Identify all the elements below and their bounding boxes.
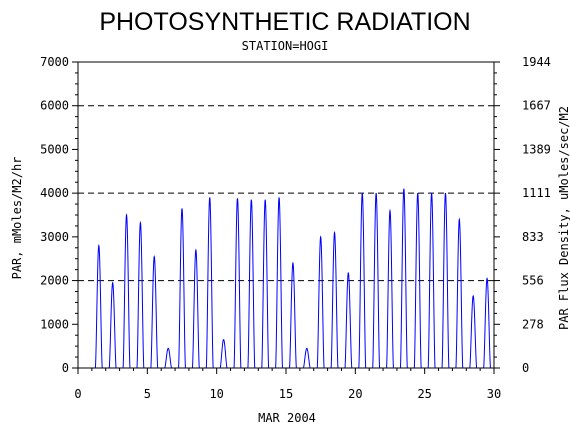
data-series [94,188,498,369]
x-tick-label: 0 [74,387,81,401]
y-tick-label-right: 1111 [522,186,551,200]
x-tick-label: 30 [487,387,501,401]
y-tick-label-right: 278 [522,317,544,331]
axis-ticks [72,61,500,374]
series-line [94,188,498,369]
x-tick-label: 25 [417,387,431,401]
y-tick-label-left: 0 [62,361,69,375]
y-tick-label-right: 0 [522,361,529,375]
y-tick-label-right: 1944 [522,55,551,69]
y-tick-label-left: 7000 [40,55,69,69]
y-axis-label-left: PAR, mMoles/M2/hr [10,157,24,280]
chart-subtitle: STATION=HOGI [242,39,329,53]
y-tick-label-left: 1000 [40,317,69,331]
axis-tick-labels: 0 1000 2000 3000 4000 5000 6000 7000 0 278 556 833 1… [40,55,551,401]
y-tick-label-left: 4000 [40,186,69,200]
y-tick-label-left: 6000 [40,99,69,113]
x-axis-label: MAR 2004 [258,411,316,425]
x-tick-label: 20 [348,387,362,401]
chart-title: PHOTOSYNTHETIC RADIATION [99,8,470,36]
y-tick-label-right: 1389 [522,142,551,156]
y-tick-label-right: 1667 [522,99,551,113]
x-tick-label: 15 [279,387,293,401]
y-tick-label-right: 556 [522,274,544,288]
y-tick-label-right: 833 [522,230,544,244]
y-tick-label-left: 5000 [40,142,69,156]
y-tick-label-left: 2000 [40,274,69,288]
x-tick-label: 5 [144,387,151,401]
y-tick-label-left: 3000 [40,230,69,244]
plot-frame [77,61,495,369]
y-axis-label-right: PAR Flux Density, uMoles/sec/M2 [557,106,570,330]
x-tick-label: 10 [209,387,223,401]
